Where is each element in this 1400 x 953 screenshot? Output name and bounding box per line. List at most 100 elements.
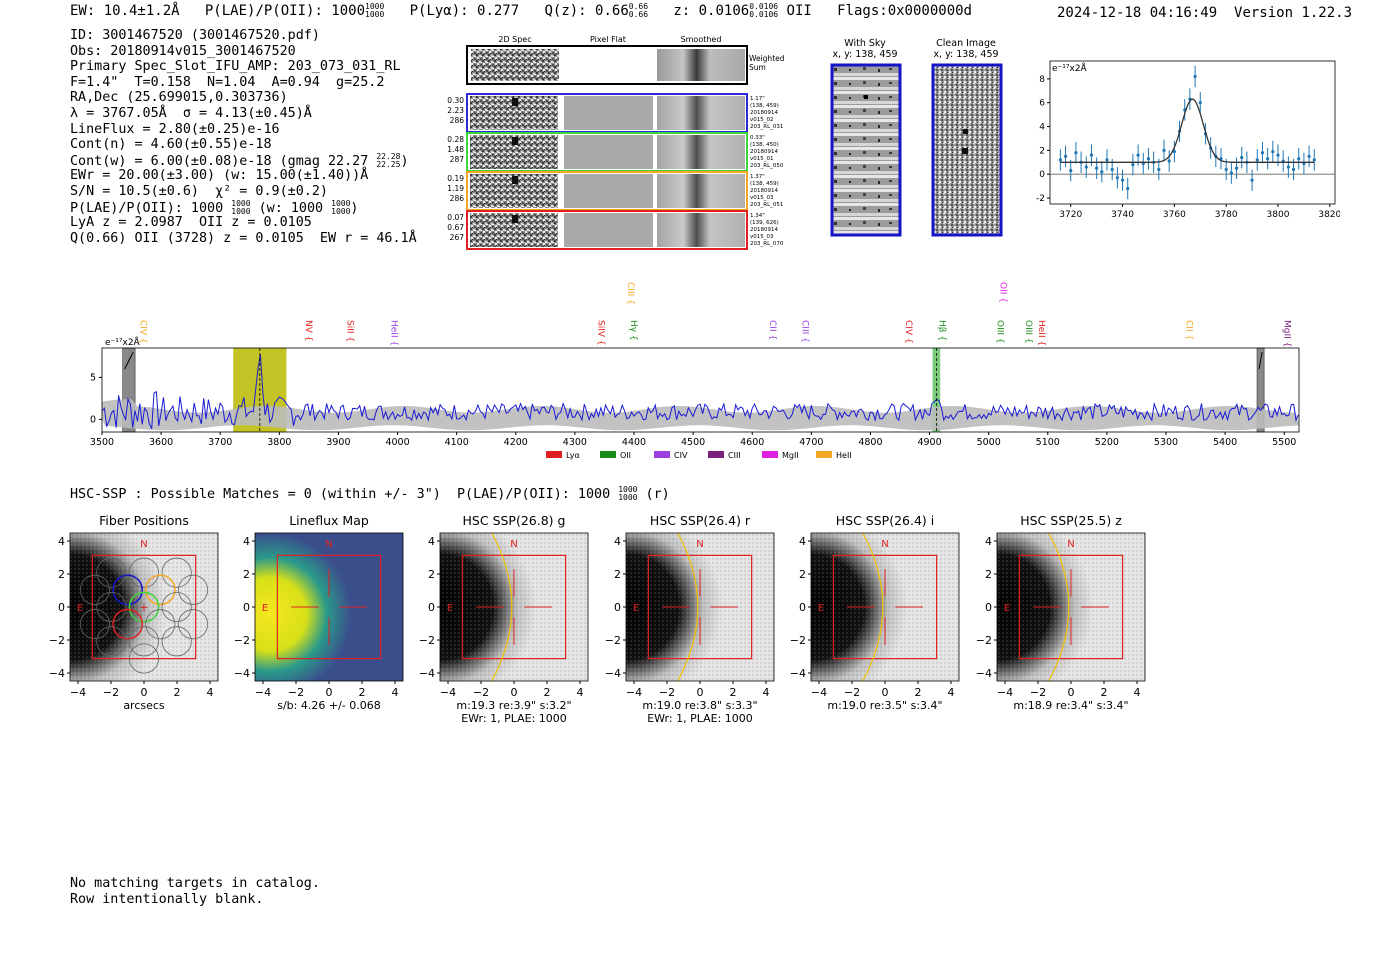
- cutout-e-4: E: [818, 603, 824, 614]
- cutout-xtick-label-3-2: 0: [697, 686, 704, 699]
- spec-row-left-1-2: 287: [450, 155, 465, 164]
- plae-header: P(LAE)/P(OII): 1000: [204, 3, 366, 19]
- spec-row-left-2-1: 1.19: [447, 184, 464, 193]
- spec-row-smoothed-2: [657, 174, 745, 208]
- full-xtick-label: 3500: [90, 437, 114, 448]
- cutout-ytick-label-1-3: −2: [234, 634, 250, 647]
- line-marker-11: OII {: [998, 282, 1008, 303]
- fiber-6: [178, 574, 209, 605]
- cutout-xtick-label-2-2: 0: [511, 686, 518, 699]
- legend-swatch-4: [762, 451, 778, 458]
- full-xtick-label: 5500: [1272, 437, 1296, 448]
- full-frame: [101, 347, 1300, 433]
- zoom-point: [1198, 101, 1202, 105]
- spec-row-source-3: [512, 215, 518, 223]
- cutout-aperture-1: [276, 554, 382, 660]
- cutout-xtick-label-5-1: −2: [1030, 686, 1046, 699]
- zoom-point: [1172, 149, 1176, 154]
- col-header-2dspec: 2D Spec: [498, 35, 531, 44]
- zoom-ytick-label: 8: [1039, 75, 1045, 85]
- cutout-xtick-label-3-1: −2: [659, 686, 675, 699]
- fiber-3: [79, 574, 110, 605]
- zoom-point: [1069, 169, 1073, 173]
- full-xtick-label: 5400: [1213, 437, 1237, 448]
- legend-label-5: HeII: [836, 451, 852, 460]
- fiber-14: [96, 626, 127, 657]
- zoom-point: [1297, 157, 1301, 161]
- zoom-ytick-label: -2: [1036, 194, 1045, 204]
- cutout-n-4: N: [881, 539, 888, 550]
- line-marker-9: CIV {: [903, 320, 913, 344]
- zoom-ytick-label: 2: [1039, 146, 1045, 156]
- spec-row-smoothed-1: [657, 135, 745, 169]
- cutout-xtick-label-3-0: −4: [626, 686, 642, 699]
- zoom-point: [1162, 148, 1166, 152]
- qz-sup: 0.66: [628, 2, 649, 11]
- fiber-10: [79, 609, 110, 640]
- plae-header-sup: 1000: [365, 2, 385, 11]
- fiber-12: [145, 609, 176, 640]
- spec-row-right-3-3: v015_03: [750, 234, 774, 240]
- col-header-smoothed: Smoothed: [681, 35, 722, 44]
- zoom-point: [1063, 154, 1068, 158]
- plya-value: P(Lyα): 0.277: [409, 3, 520, 19]
- cutout-caption1-4: m:19.0 re:3.5" s:3.4": [827, 699, 942, 712]
- cutout-ellipse-5: [1048, 532, 1070, 682]
- cutout-ytick-label-1-0: 4: [243, 535, 250, 548]
- cutout-title-1: Lineflux Map: [289, 513, 369, 528]
- full-xtick-label: 5300: [1154, 437, 1178, 448]
- weighted-label-1: Weighted: [749, 54, 785, 63]
- spec-row-right-1-3: v015_01: [750, 156, 774, 162]
- cutout-xtick-label-1-2: 0: [326, 686, 333, 699]
- cutout-aperture-3: [647, 554, 753, 660]
- cutout-title-0: Fiber Positions: [99, 513, 189, 528]
- full-spectrum-chart: e⁻¹⁷x2Å 3500 3600 3700 3800 3900 4000 4100 4200 4…: [90, 282, 1300, 460]
- cutout-ytick-label-2-4: −4: [419, 667, 435, 680]
- cutout-caption1-3: m:19.0 re:3.8" s:3.3": [642, 699, 757, 712]
- zoom-point: [1240, 155, 1244, 160]
- cutout-e-1: E: [262, 603, 268, 614]
- z-sup: 0.0106: [749, 2, 779, 11]
- cutout-xtick-label-2-4: 4: [577, 686, 584, 699]
- info-plae-text: P(LAE)/P(OII): 1000: [70, 200, 224, 216]
- zoom-point: [1120, 178, 1125, 182]
- fiber-16: [161, 626, 192, 657]
- cutout-xtick-label-0-1: −2: [103, 686, 119, 699]
- with-sky-label: With Sky: [844, 38, 886, 49]
- footer-line-2: Row intentionally blank.: [70, 891, 264, 907]
- cutout-xtick-label-0-0: −4: [70, 686, 86, 699]
- fiber-8: [128, 591, 160, 623]
- cutout-ytick-label-5-3: −2: [976, 634, 992, 647]
- spec-row-left-2-2: 286: [450, 194, 465, 203]
- spec-row-source-0: [512, 98, 518, 106]
- clean-source-1: [963, 129, 968, 134]
- cutout-ytick-label-0-4: −4: [49, 667, 65, 680]
- spec-row-right-3-4: 203_RL_070: [750, 241, 784, 247]
- full-xtick-label: 4300: [563, 437, 587, 448]
- full-xtick-label: 4100: [445, 437, 469, 448]
- spec-row-source-2: [512, 176, 518, 184]
- zoom-point: [1100, 170, 1104, 174]
- zoom-point: [1146, 157, 1151, 161]
- cutout-xtick-label-4-3: 2: [915, 686, 922, 699]
- info-primary: Primary Spec_Slot_IFU_AMP: 203_073_031_R…: [70, 59, 401, 75]
- info-contn: Cont(n) = 4.60(±0.55)e-18: [70, 137, 272, 153]
- zoom-frame: [1049, 60, 1336, 205]
- cutout-grain-4: [811, 533, 959, 681]
- zoom-point: [1167, 159, 1171, 163]
- weighted-label-2: Sum: [749, 63, 766, 72]
- line-marker-0: CIV {: [137, 320, 147, 344]
- cutout-ytick-label-0-1: 2: [58, 568, 65, 581]
- cutout-n-2: N: [510, 539, 517, 550]
- zoom-point: [1286, 165, 1290, 169]
- cutout-xtick-label-1-3: 2: [359, 686, 366, 699]
- cutout-ytick-label-4-2: 0: [799, 601, 806, 614]
- cutout-xtick-label-3-3: 2: [730, 686, 737, 699]
- zoom-xtick-label: 3780: [1215, 210, 1238, 220]
- z-value: z: 0.0106: [673, 3, 750, 19]
- version: Version 1.22.3: [1234, 5, 1353, 21]
- spec-row-right-2-0: 1.37": [750, 174, 765, 180]
- zoom-point: [1105, 158, 1109, 162]
- legend-label-1: OII: [620, 451, 631, 460]
- spec-row-right-2-3: v015_03: [750, 195, 774, 201]
